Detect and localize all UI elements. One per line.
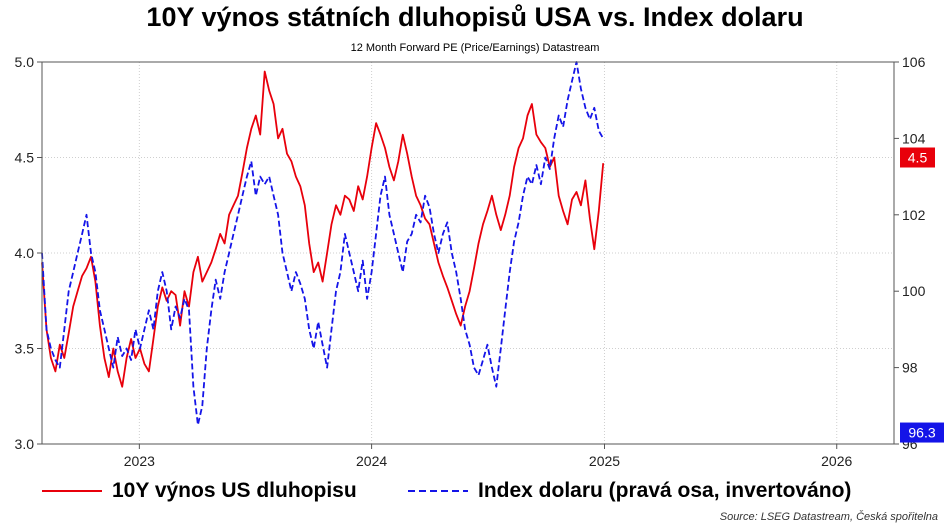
series-lines [41, 61, 605, 426]
y-right-tick-label: 102 [902, 207, 926, 223]
series-line-dollar [41, 61, 604, 426]
y-right-tick-label: 98 [902, 360, 918, 376]
y-left-tick-label: 5.0 [15, 54, 35, 70]
source-note: Source: LSEG Datastream, Česká spořiteln… [719, 511, 938, 523]
legend-label-yield: 10Y výnos US dluhopisu [112, 479, 357, 502]
series-line-yield [41, 70, 605, 388]
gridlines [42, 61, 894, 445]
y-left-tick-label: 4.5 [15, 150, 35, 166]
chart-title: 10Y výnos státních dluhopisů USA vs. Ind… [146, 2, 804, 32]
last-value-text-dollar: 96.3 [908, 425, 935, 441]
legend-label-dollar: Index dolaru (pravá osa, invertováno) [478, 479, 852, 502]
axis-ticks: 2023 2024 2025 20263.03.54.04.55.0969810010… [15, 54, 926, 469]
y-left-tick-label: 4.0 [15, 245, 35, 261]
y-right-tick-label: 100 [902, 283, 926, 299]
last-value-badge-yield [900, 147, 935, 168]
legend-swatch-yield [42, 490, 102, 492]
legend-entry-dollar: Index dolaru (pravá osa, invertováno) [408, 478, 851, 504]
y-left-tick-label: 3.0 [15, 436, 35, 452]
chart-subtitle: 12 Month Forward PE (Price/Earnings) Dat… [350, 42, 600, 54]
last-value-labels: 4.5 96.3 [900, 147, 944, 443]
y-right-tick-label: 104 [902, 130, 926, 146]
y-right-tick-label: 106 [902, 54, 926, 70]
last-value-badge-dollar [900, 422, 944, 443]
last-value-text-yield: 4.5 [908, 150, 928, 166]
x-tick-label: 2026 [821, 453, 852, 469]
y-left-tick-label: 3.5 [15, 341, 35, 357]
legend-swatch-dollar [408, 490, 468, 492]
x-tick-label: 2023 [124, 453, 155, 469]
legend-entry-yield: 10Y výnos US dluhopisu [42, 478, 357, 504]
x-tick-label: 2024 [356, 453, 387, 469]
x-tick-label: 2025 [589, 453, 620, 469]
